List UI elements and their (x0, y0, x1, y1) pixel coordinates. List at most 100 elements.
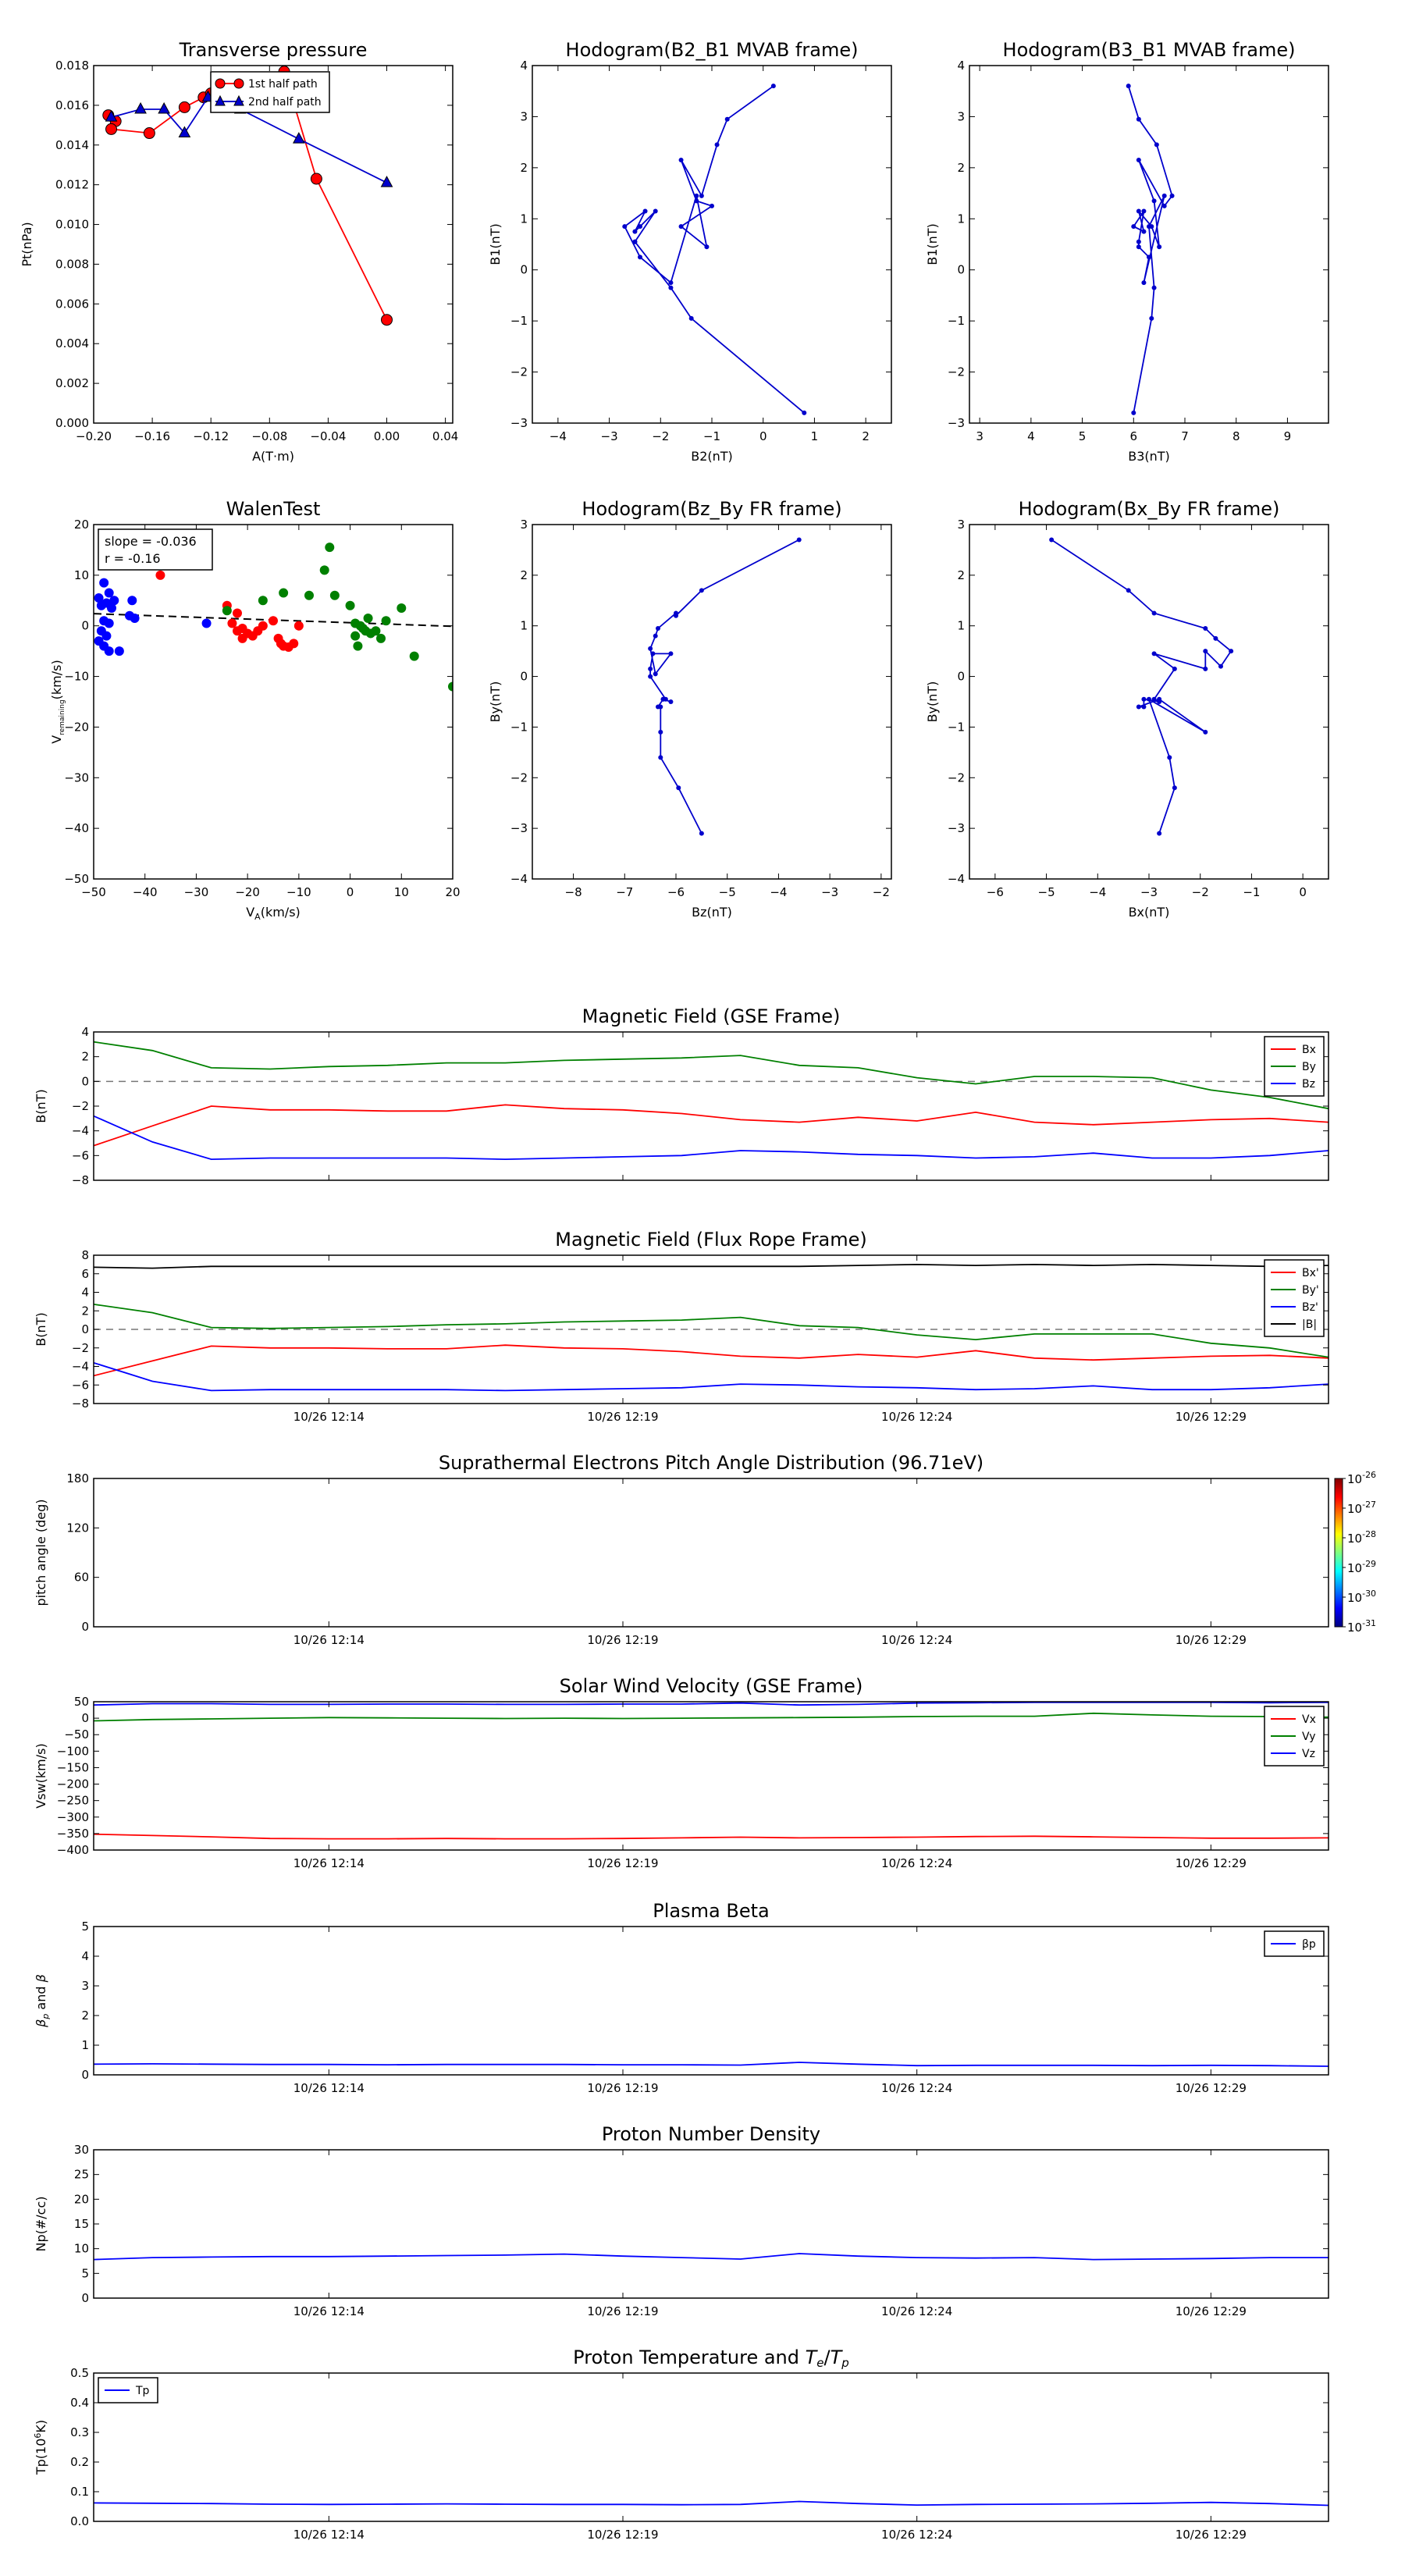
plot-area (1126, 84, 1175, 415)
x-tick-label: 10/26 12:19 (587, 1410, 658, 1424)
y-tick-label: 30 (74, 2143, 89, 2157)
data-point (1131, 224, 1136, 229)
y-tick-label: −8 (72, 1173, 89, 1187)
data-point (101, 631, 112, 641)
x-tick-label: 10/26 12:24 (881, 2304, 952, 2318)
series-line-|B| (94, 1263, 1329, 1269)
data-point (376, 633, 386, 643)
data-point (104, 646, 114, 656)
x-tick-label: 10/26 12:24 (881, 2081, 952, 2095)
series-line-0 (1051, 539, 1232, 834)
y-tick-label: 1 (81, 2038, 89, 2052)
series-line-0 (94, 2253, 1329, 2261)
x-tick-label: −5 (1038, 885, 1055, 899)
chart-title-ratio: T (806, 2347, 819, 2368)
data-point (1136, 158, 1141, 163)
data-point (1213, 635, 1218, 641)
y-tick-label: 10 (74, 568, 89, 582)
data-point (104, 618, 114, 628)
y-tick-label: 20 (74, 2192, 89, 2206)
x-tick-label: 10/26 12:29 (1176, 2081, 1247, 2095)
colorbar-exponent: -31 (1362, 1618, 1376, 1628)
chart-title: Hodogram(Bx_By FR frame) (1019, 498, 1280, 520)
series-line-By (94, 1041, 1329, 1110)
axes-frame (532, 65, 892, 424)
x-tick-label: 10/26 12:14 (293, 2528, 365, 2542)
x-tick-label: −0.08 (251, 429, 287, 443)
data-point (1141, 704, 1147, 710)
y-tick-label: −400 (57, 1843, 89, 1857)
colorbar-exponent: -26 (1362, 1470, 1376, 1480)
y-tick-label: −2 (948, 770, 965, 785)
data-point (658, 704, 663, 710)
y-tick-label: 0 (81, 1074, 89, 1088)
x-tick-label: 10/26 12:19 (587, 2528, 658, 2542)
data-point (127, 596, 137, 606)
data-point (1126, 588, 1131, 593)
data-point (1151, 610, 1157, 616)
data-point (653, 208, 658, 214)
y-tick-label: −30 (64, 770, 89, 785)
plot-area (94, 543, 453, 692)
data-point (638, 224, 642, 229)
colorbar-label: 10-29 (1347, 1559, 1376, 1575)
y-tick-label: 0.0 (70, 2514, 89, 2528)
y-tick-label: −4 (72, 1360, 89, 1374)
x-tick-label: −2 (873, 885, 890, 899)
data-point (1131, 410, 1136, 415)
data-point (1136, 208, 1141, 214)
y-tick-label: 3 (520, 109, 528, 123)
x-tick-label: 10/26 12:29 (1176, 1633, 1247, 1647)
data-point (104, 588, 114, 598)
x-tick-label: −4 (770, 885, 787, 899)
y-tick-label: −4 (510, 872, 528, 886)
chart-title: Transverse pressure (179, 39, 368, 61)
chart-h2: Hodogram(B3_B1 MVAB frame) 3 4 5 6 7 8 9 −3 −2 −1 0… (925, 39, 1329, 464)
x-tick-label: −3 (1140, 885, 1158, 899)
x-tick-label: 2 (862, 429, 870, 443)
series-line-Vx (94, 1833, 1329, 1840)
chart-title-sub: e (816, 2356, 823, 2370)
x-tick-label: 10/26 12:29 (1176, 1410, 1247, 1424)
x-tick-label: 3 (976, 429, 984, 443)
x-tick-label: −6 (667, 885, 685, 899)
legend-label: Bz' (1302, 1301, 1318, 1314)
data-point (796, 537, 802, 543)
data-point (1203, 666, 1208, 671)
data-point (363, 613, 373, 623)
y-tick-label: 50 (74, 1695, 89, 1709)
x-tick-label: 10/26 12:24 (881, 2528, 952, 2542)
data-point (155, 570, 165, 580)
data-point (178, 101, 190, 113)
y-tick-label: −250 (57, 1794, 89, 1808)
chart-pt: Transverse pressure −0.20 −0.16 −0.12 −0.08 −… (20, 39, 458, 464)
x-tick-label: 10/26 12:14 (293, 2081, 365, 2095)
data-point (1172, 785, 1177, 791)
chart-vsw: Solar Wind Velocity (GSE Frame) 10/26 12:… (34, 1675, 1329, 1870)
y-tick-label: 4 (520, 59, 528, 73)
y-tick-label: −2 (510, 770, 528, 785)
y-tick-label: 0 (81, 2291, 89, 2305)
data-point (233, 608, 242, 618)
data-point (658, 755, 663, 760)
data-point (310, 173, 322, 185)
y-tick-label: −100 (57, 1744, 89, 1758)
x-tick-label: −4 (1089, 885, 1106, 899)
data-point (1151, 285, 1157, 290)
data-point (650, 651, 656, 656)
data-point (325, 543, 335, 553)
y-tick-label: 4 (81, 1286, 89, 1300)
x-tick-label: 10/26 12:14 (293, 1856, 365, 1870)
legend-marker (215, 94, 226, 106)
y-tick-label: 0 (957, 670, 965, 684)
legend-label: Bz (1302, 1078, 1315, 1091)
y-tick-label: 4 (81, 1949, 89, 1963)
data-point (1136, 116, 1141, 122)
data-point (1203, 649, 1208, 654)
y-axis-label: Vsw(km/s) (34, 1743, 48, 1808)
chart-title-ratio2: T (831, 2347, 844, 2368)
data-point (381, 314, 393, 326)
x-tick-label: −0.20 (76, 429, 112, 443)
data-point (668, 699, 674, 704)
